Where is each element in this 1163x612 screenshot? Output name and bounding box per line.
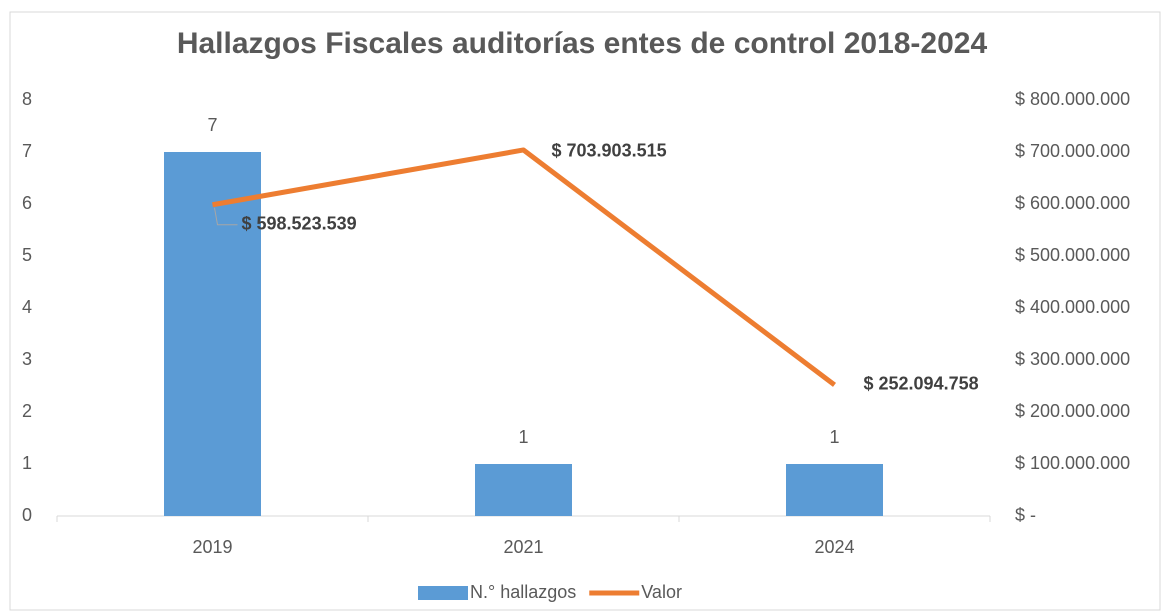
legend-label: Valor	[641, 582, 682, 602]
legend-label: N.° hallazgos	[470, 582, 576, 602]
y2-tick-label: $ 200.000.000	[1015, 401, 1130, 421]
y2-tick-label: $ 700.000.000	[1015, 141, 1130, 161]
x-tick-label: 2024	[814, 537, 854, 557]
y-tick-label: 5	[22, 245, 32, 265]
y2-tick-label: $ 400.000.000	[1015, 297, 1130, 317]
bar	[475, 464, 572, 516]
y-tick-label: 8	[22, 89, 32, 109]
y2-tick-label: $ 800.000.000	[1015, 89, 1130, 109]
legend-swatch	[418, 586, 468, 600]
chart-title: Hallazgos Fiscales auditorías entes de c…	[177, 27, 988, 60]
y2-tick-label: $ 100.000.000	[1015, 453, 1130, 473]
y-tick-label: 7	[22, 141, 32, 161]
y2-tick-label: $ -	[1015, 505, 1036, 525]
y-tick-label: 3	[22, 349, 32, 369]
y-tick-label: 2	[22, 401, 32, 421]
y2-tick-label: $ 600.000.000	[1015, 193, 1130, 213]
leader-line	[214, 207, 238, 226]
bar	[164, 152, 261, 516]
bar	[786, 464, 883, 516]
line-value-label: $ 252.094.758	[864, 374, 979, 394]
line-value-label: $ 598.523.539	[242, 214, 357, 234]
y-tick-label: 1	[22, 453, 32, 473]
y-tick-label: 4	[22, 297, 32, 317]
x-tick-label: 2021	[503, 537, 543, 557]
x-tick-label: 2019	[192, 537, 232, 557]
y-tick-label: 0	[22, 505, 32, 525]
line-value-label: $ 703.903.515	[552, 141, 667, 161]
y2-tick-label: $ 300.000.000	[1015, 349, 1130, 369]
bar-value-label: 1	[829, 427, 839, 447]
y-tick-label: 6	[22, 193, 32, 213]
line	[212, 147, 837, 387]
bar-value-label: 1	[518, 427, 528, 447]
bar-value-label: 7	[207, 115, 217, 135]
y2-tick-label: $ 500.000.000	[1015, 245, 1130, 265]
